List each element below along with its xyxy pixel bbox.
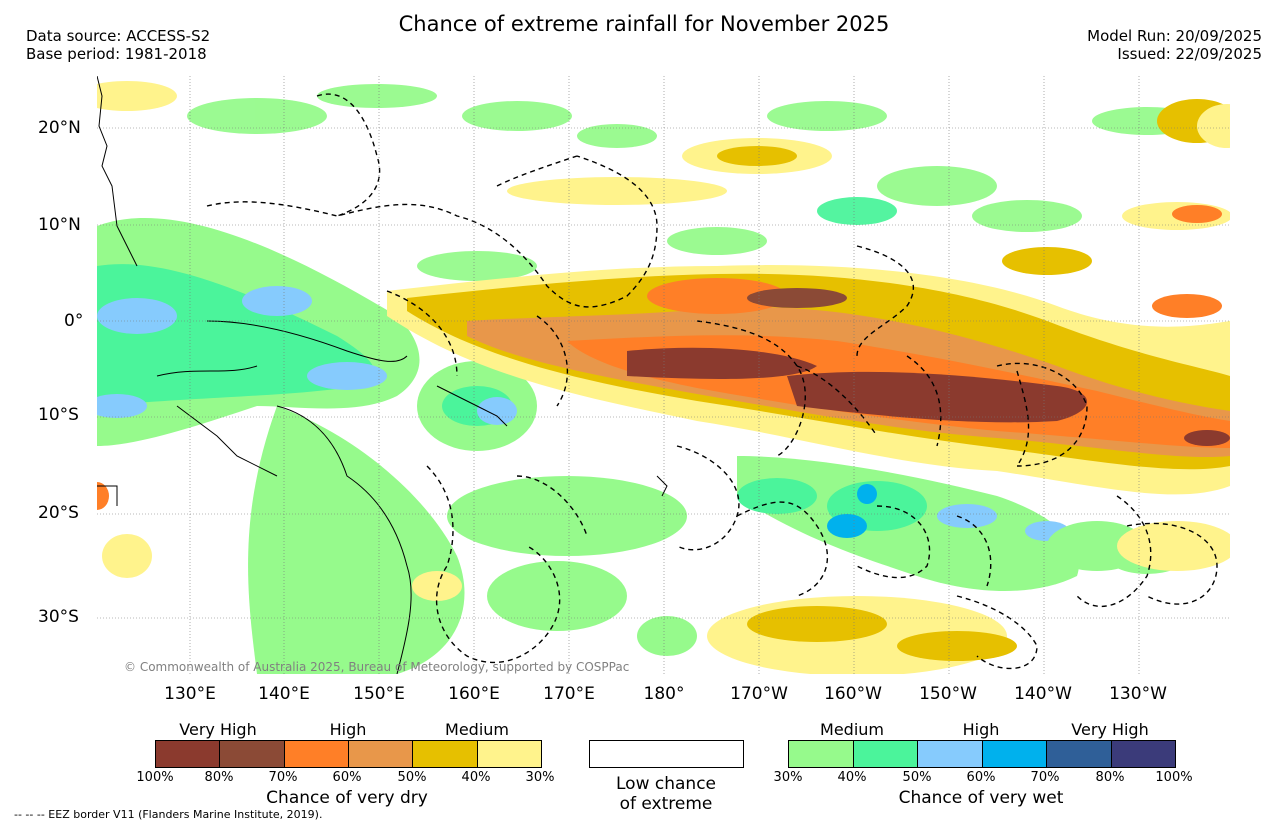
dry-legend-title: Chance of very dry <box>266 788 428 808</box>
wet-legend-title: Chance of very wet <box>898 788 1064 808</box>
lat-label-20n: 20°N <box>38 118 81 138</box>
dry-swatch <box>348 741 414 767</box>
lon-label-160e: 160°E <box>448 684 500 704</box>
lat-label-20s: 20°S <box>38 503 79 523</box>
dry-tick: 40% <box>461 770 491 785</box>
low-chance-line2: of extreme <box>619 794 713 814</box>
lat-label-30s: 30°S <box>38 607 79 627</box>
lon-label-140w: 140°W <box>1014 684 1072 704</box>
lon-label-130w: 130°W <box>1109 684 1167 704</box>
lon-label-140e: 140°E <box>258 684 310 704</box>
dry-tick: 100% <box>136 770 174 785</box>
wet-swatch <box>982 741 1047 767</box>
dry-swatch <box>284 741 349 767</box>
dry-cat-medium: Medium <box>445 720 509 739</box>
issued-text: Issued: 22/09/2025 <box>1117 45 1262 63</box>
dry-tick: 80% <box>204 770 234 785</box>
lon-label-180: 180° <box>643 684 685 704</box>
dry-tick: 30% <box>525 770 555 785</box>
model-run-text: Model Run: 20/09/2025 <box>1087 27 1262 45</box>
chart-title: Chance of extreme rainfall for November … <box>398 12 890 36</box>
low-chance-line1: Low chance <box>616 774 716 794</box>
wet-swatch <box>1111 741 1175 767</box>
lon-label-130e: 130°E <box>164 684 216 704</box>
rainfall-map <box>97 76 1230 674</box>
lon-label-160w: 160°W <box>824 684 882 704</box>
wet-swatch <box>789 741 854 767</box>
wet-swatch <box>853 741 918 767</box>
wet-swatch <box>918 741 983 767</box>
lon-label-150w: 150°W <box>919 684 977 704</box>
wet-tick: 60% <box>966 770 996 785</box>
lon-label-150e: 150°E <box>353 684 405 704</box>
wet-swatch <box>1047 741 1112 767</box>
dry-cat-high: High <box>329 720 367 739</box>
low-chance-swatch <box>589 740 744 768</box>
wet-tick: 30% <box>773 770 803 785</box>
dry-swatch <box>156 741 221 767</box>
wet-color-bar <box>788 740 1176 768</box>
eez-border-note: -- -- -- EEZ border V11 (Flanders Marine… <box>14 808 323 821</box>
lat-label-0: 0° <box>64 311 84 331</box>
dry-swatch <box>413 741 478 767</box>
dry-tick: 50% <box>397 770 427 785</box>
lat-label-10s: 10°S <box>38 405 79 425</box>
copyright-text: © Commonwealth of Australia 2025, Bureau… <box>124 660 630 674</box>
coastlines <box>97 76 668 674</box>
dry-tick: 70% <box>268 770 298 785</box>
data-source-text: Data source: ACCESS-S2 <box>26 27 211 45</box>
dry-band-equator <box>97 265 1230 510</box>
dry-tick: 60% <box>332 770 362 785</box>
wet-tick: 50% <box>902 770 932 785</box>
lon-label-170w: 170°W <box>730 684 788 704</box>
wet-tick: 40% <box>837 770 867 785</box>
base-period-text: Base period: 1981-2018 <box>26 45 207 63</box>
wet-tick: 100% <box>1155 770 1193 785</box>
dry-patches-south <box>102 104 1230 674</box>
wet-tick: 70% <box>1030 770 1060 785</box>
lon-label-170e: 170°E <box>543 684 595 704</box>
wet-cat-medium: Medium <box>820 720 884 739</box>
wet-cat-very-high: Very High <box>1071 720 1149 739</box>
eez-borders <box>206 93 1218 670</box>
dry-swatch <box>220 741 285 767</box>
wet-tick: 80% <box>1095 770 1125 785</box>
wet-cat-high: High <box>962 720 1000 739</box>
lat-label-10n: 10°N <box>38 215 81 235</box>
wet-region-west <box>97 218 697 674</box>
dry-swatch <box>477 741 541 767</box>
wet-patches-north <box>187 84 1202 281</box>
dry-cat-very-high: Very High <box>179 720 257 739</box>
dry-color-bar <box>155 740 542 768</box>
graticule <box>97 76 1230 674</box>
